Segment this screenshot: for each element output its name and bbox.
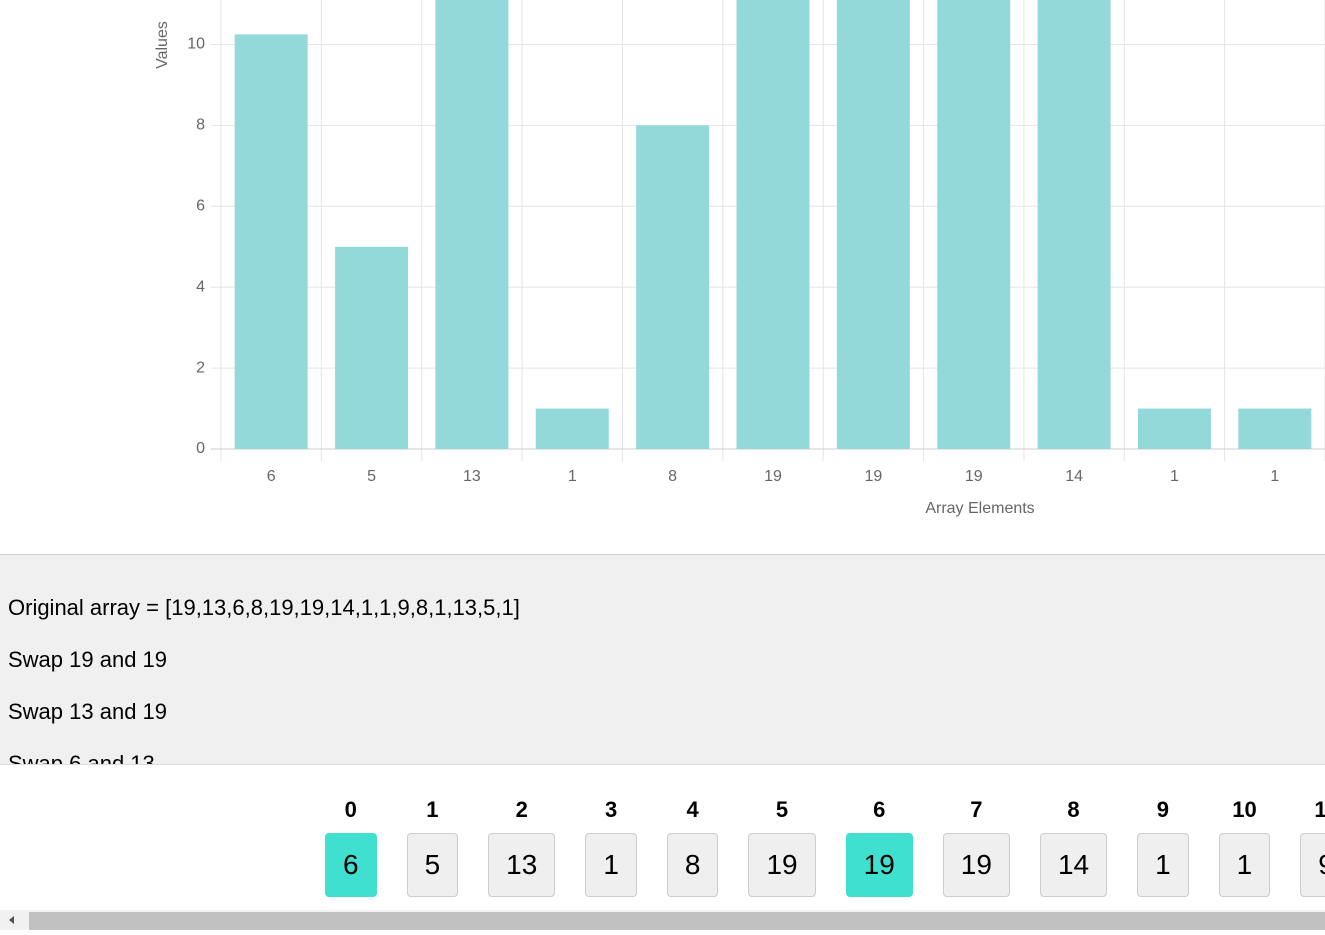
bar [736,0,810,449]
x-tick-label: 1 [1170,468,1179,485]
array-value: 5 [406,833,459,897]
scroll-thumb[interactable] [29,912,1325,930]
bar [937,0,1011,449]
bar [836,0,910,449]
log-line: Swap 13 and 19 [8,699,168,724]
bar [1238,408,1312,449]
array-index: 11 [1314,797,1325,822]
array-value: 1 [1137,833,1189,897]
array-value: 8 [666,833,719,897]
bar [535,408,609,449]
array-index: 10 [1232,797,1257,822]
bar [1037,0,1111,449]
x-tick-label: 1 [1270,468,1279,485]
x-tick-label: 19 [965,468,983,485]
array-cell: 119 [1300,795,1325,897]
x-tick-label: 14 [1065,468,1083,485]
array-value: 13 [488,833,556,897]
array-value: 19 [748,833,816,897]
x-tick-label: 6 [267,468,276,485]
array-value: 6 [325,833,377,897]
array-value: 9 [1300,833,1325,897]
x-tick-label: 1 [568,468,577,485]
array-value: 19 [845,833,913,897]
bar [435,0,509,449]
bar [335,246,409,449]
array-view: 0615213314851961971981491101119 [325,795,1325,897]
array-index: 8 [1067,797,1080,822]
array-index: 9 [1156,797,1169,822]
array-index: 1 [426,797,439,822]
y-axis-title: Values [154,21,171,69]
bar [636,125,710,449]
array-cell: 10 1 [1218,795,1271,897]
array-value: 1 [585,833,637,897]
array-index: 2 [515,797,528,822]
x-tick-label: 19 [764,468,782,485]
x-axis-title: Array Elements [925,500,1034,517]
log-line: Swap 6 and 13 [8,751,155,765]
bar [234,34,308,449]
y-tick-label: 4 [196,278,205,295]
bar [1137,408,1211,449]
array-index: 6 [873,797,886,822]
array-index: 4 [686,797,699,822]
y-tick-label: 6 [196,198,205,215]
array-cell: 8 14 [1039,795,1108,897]
array-value: 19 [942,833,1010,897]
array-cell: 6 19 [845,795,913,897]
array-index: 7 [970,797,983,822]
array-index: 0 [344,797,357,822]
chart: Values Array Elements 0 2 4 6 8 10 6 5 13 1 8 19 19 1… [154,0,1325,517]
log-line: Swap 19 and 19 [8,647,168,672]
y-tick-label: 2 [196,359,205,376]
plot-area [234,0,1312,449]
y-tick-label: 0 [196,440,205,457]
array-value: 14 [1039,833,1108,897]
y-tick-label: 8 [196,117,205,134]
x-tick-label: 13 [463,468,481,485]
log-panel: Original array = [19,13,6,8,19,19,14,1,1… [0,554,1325,765]
y-tick-label: 10 [187,36,205,53]
x-tick-label: 19 [864,468,882,485]
log-line: Original array = [19,13,6,8,19,19,14,1,1… [8,595,520,620]
array-cell: 5 19 [748,795,816,897]
array-cell: 7 19 [942,795,1010,897]
x-tick-label: 5 [367,468,376,485]
array-index: 3 [604,797,618,822]
x-tick-label: 8 [668,468,677,485]
scrollbar[interactable] [0,910,1325,930]
scroll-left[interactable] [0,910,20,930]
array-index: 5 [775,797,789,822]
array-value: 1 [1218,833,1271,897]
array-cell: 2 13 [488,795,556,897]
